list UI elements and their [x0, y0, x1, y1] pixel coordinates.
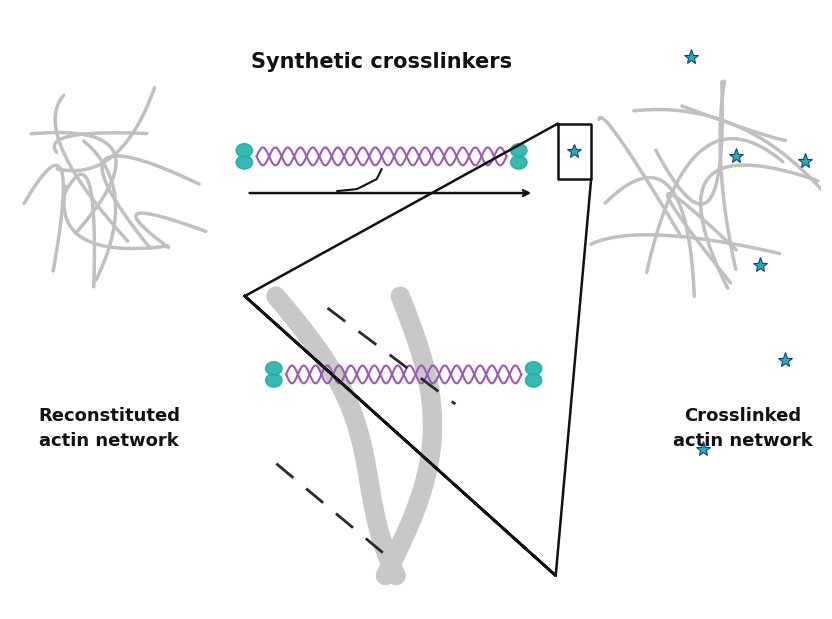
Polygon shape — [236, 144, 252, 157]
Polygon shape — [265, 374, 282, 387]
Polygon shape — [511, 155, 527, 169]
Text: Crosslinked
actin network: Crosslinked actin network — [673, 407, 813, 451]
Polygon shape — [236, 155, 252, 169]
Text: Synthetic crosslinkers: Synthetic crosslinkers — [251, 52, 513, 72]
Polygon shape — [526, 361, 542, 375]
Polygon shape — [265, 361, 282, 375]
Polygon shape — [511, 144, 527, 157]
Polygon shape — [526, 374, 542, 387]
Text: Reconstituted
actin network: Reconstituted actin network — [38, 407, 180, 451]
